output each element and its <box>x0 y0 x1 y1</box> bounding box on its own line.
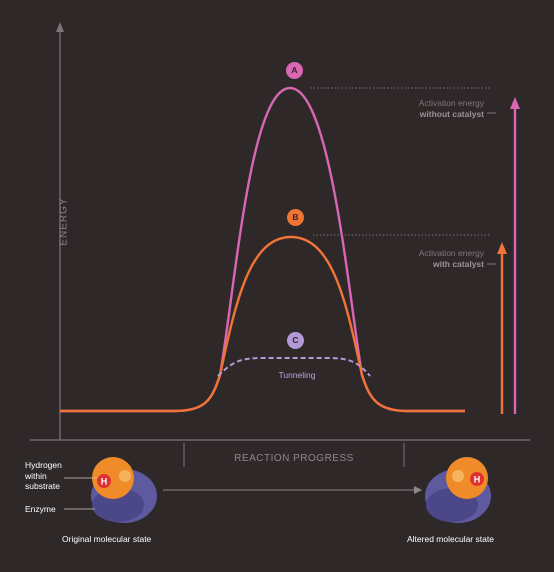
tunneling-label: Tunneling <box>278 370 316 380</box>
curve-c-tunneling <box>217 357 371 377</box>
hydrogen-label-line1: Hydrogen <box>25 460 62 470</box>
substrate-right-highlight <box>452 470 464 482</box>
curve-b-with-catalyst <box>60 235 465 413</box>
y-axis-arrowhead <box>56 22 64 32</box>
marker-a: A <box>286 62 303 79</box>
hydrogen-atom-left <box>97 474 111 488</box>
hydrogen-label-line2: within <box>25 470 47 481</box>
hydrogen-symbol-left: H <box>101 477 108 487</box>
enzyme-label: Enzyme <box>25 504 56 514</box>
original-molecule: H <box>91 457 157 523</box>
without-catalyst-arrowhead <box>510 97 520 109</box>
substrate-right <box>446 457 488 499</box>
note-with-catalyst-line2: with catalyst <box>432 259 484 269</box>
marker-b: B <box>287 209 304 226</box>
note-without-catalyst-line2: without catalyst <box>419 109 484 119</box>
note-with-catalyst: Activation energy with catalyst <box>364 248 484 270</box>
altered-state-label: Altered molecular state <box>407 534 494 544</box>
altered-molecule: H <box>425 457 491 523</box>
substrate-left-highlight <box>119 470 131 482</box>
hydrogen-atom-right <box>470 472 484 486</box>
hydrogen-label: Hydrogen within substrate <box>25 460 62 492</box>
transition-arrowhead <box>414 486 422 494</box>
original-state-label: Original molecular state <box>62 534 152 544</box>
hydrogen-label-line3: substrate <box>25 481 60 491</box>
marker-c: C <box>287 332 304 349</box>
note-with-catalyst-line1: Activation energy <box>418 248 484 258</box>
with-catalyst-arrowhead <box>497 242 507 254</box>
y-axis-label: ENERGY <box>58 197 70 246</box>
note-without-catalyst-line1: Activation energy <box>418 98 484 108</box>
substrate-left <box>92 457 134 499</box>
x-axis-label: REACTION PROGRESS <box>234 453 354 464</box>
hydrogen-symbol-right: H <box>474 475 481 485</box>
note-without-catalyst: Activation energy without catalyst <box>364 98 484 120</box>
